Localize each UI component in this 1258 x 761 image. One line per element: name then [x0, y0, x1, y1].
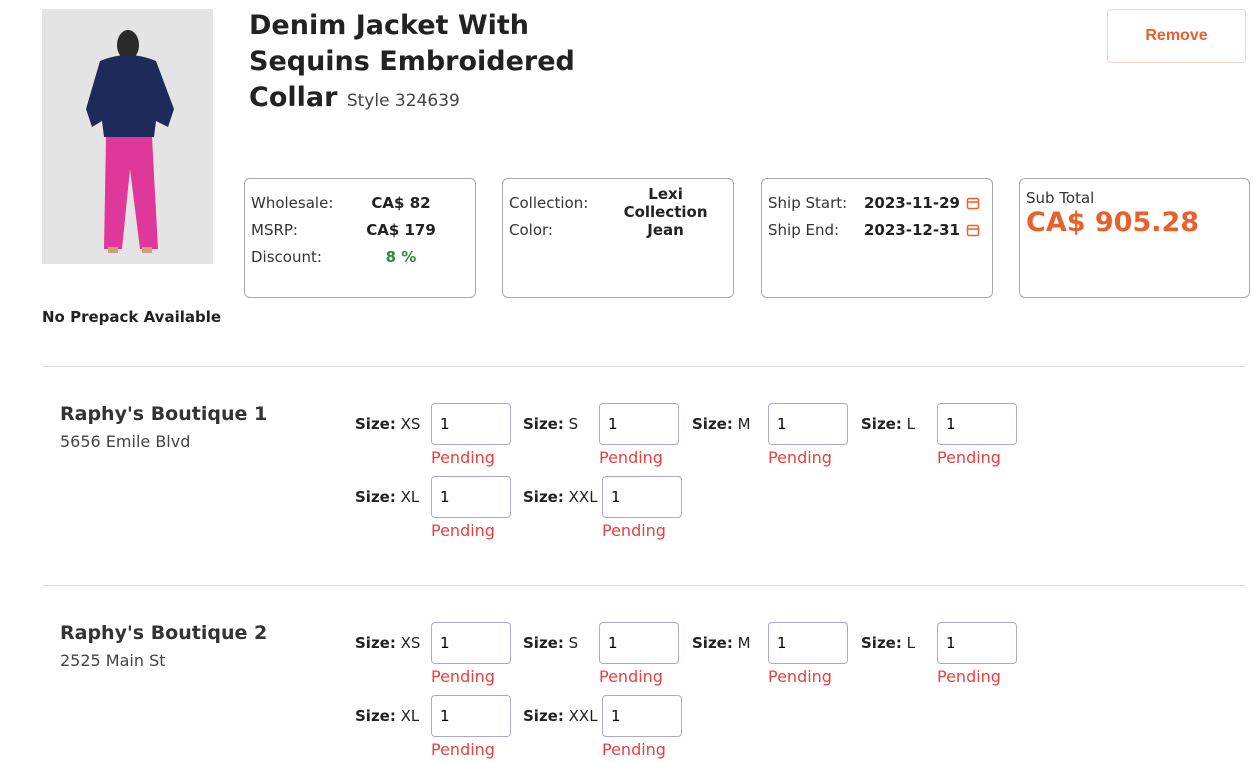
size-prefix: Size: — [523, 707, 564, 725]
value: Jean — [647, 220, 684, 239]
store-name: Raphy's Boutique 1 — [60, 403, 268, 425]
label: Collection: — [509, 193, 589, 212]
quantity-input[interactable] — [431, 695, 511, 737]
value: 8 % — [385, 247, 417, 266]
status: Pending — [602, 521, 666, 540]
label: Ship End: — [768, 220, 840, 239]
size-label: Size: L — [861, 415, 915, 433]
value: CA$ 179 — [366, 220, 436, 239]
product-title: Denim Jacket With Sequins Embroidered Co… — [249, 10, 575, 113]
calendar-icon[interactable] — [966, 196, 980, 210]
size-name: XS — [400, 634, 421, 652]
status: Pending — [599, 448, 663, 467]
size-prefix: Size: — [355, 415, 396, 433]
subtotal-value: CA$ 905.28 — [1026, 207, 1200, 238]
size-name: XXL — [568, 707, 598, 725]
quantity-input[interactable] — [602, 476, 682, 518]
label: Wholesale: — [251, 193, 334, 212]
value: CA$ 82 — [371, 193, 431, 212]
store-address: 5656 Emile Blvd — [60, 432, 191, 451]
value: Lexi Collection — [623, 184, 708, 221]
size-label: Size: XXL — [523, 707, 598, 725]
quantity-input[interactable] — [599, 622, 679, 664]
size-name: L — [906, 634, 915, 652]
quantity-input[interactable] — [937, 622, 1017, 664]
quantity-input[interactable] — [431, 403, 511, 445]
size-name: L — [906, 415, 915, 433]
size-name: XL — [400, 707, 420, 725]
status: Pending — [431, 667, 495, 686]
size-label: Size: M — [692, 634, 751, 652]
value: 2023-12-31 — [864, 220, 960, 239]
product-title-block: Denim Jacket With Sequins Embroidered Co… — [249, 8, 639, 119]
size-name: XXL — [568, 488, 598, 506]
shipping-box: Ship Start: 2023-11-29 Ship End: 2023-12-3… — [761, 178, 993, 298]
details-box: Collection: Lexi Collection Color: Jean — [502, 178, 734, 298]
size-label: Size: XS — [355, 634, 420, 652]
size-name: M — [737, 415, 751, 433]
style-number: Style 324639 — [346, 91, 460, 111]
size-prefix: Size: — [523, 415, 564, 433]
size-label: Size: S — [523, 415, 578, 433]
subtotal-box: Sub Total CA$ 905.28 — [1019, 178, 1250, 298]
size-prefix: Size: — [692, 634, 733, 652]
subtotal-label: Sub Total — [1026, 189, 1095, 207]
status: Pending — [937, 448, 1001, 467]
status: Pending — [431, 740, 495, 759]
quantity-input[interactable] — [599, 403, 679, 445]
remove-button[interactable]: Remove — [1107, 9, 1246, 63]
quantity-input[interactable] — [768, 622, 848, 664]
quantity-input[interactable] — [768, 403, 848, 445]
pricing-box: Wholesale: CA$ 82 MSRP: CA$ 179 Discount: 8… — [244, 178, 476, 298]
size-name: S — [568, 415, 579, 433]
size-name: XL — [400, 488, 420, 506]
size-prefix: Size: — [523, 634, 564, 652]
status: Pending — [937, 667, 1001, 686]
size-name: S — [568, 634, 579, 652]
status: Pending — [768, 667, 832, 686]
status: Pending — [599, 667, 663, 686]
label: Discount: — [251, 247, 322, 266]
label: Color: — [509, 220, 553, 239]
label: Ship Start: — [768, 193, 848, 212]
status: Pending — [768, 448, 832, 467]
size-label: Size: XL — [355, 707, 419, 725]
calendar-icon[interactable] — [966, 223, 980, 237]
store-address: 2525 Main St — [60, 651, 166, 670]
size-prefix: Size: — [355, 707, 396, 725]
store-name: Raphy's Boutique 2 — [60, 622, 268, 644]
size-prefix: Size: — [355, 488, 396, 506]
value: 2023-11-29 — [864, 193, 960, 212]
status: Pending — [431, 448, 495, 467]
quantity-input[interactable] — [431, 476, 511, 518]
product-image — [42, 9, 213, 264]
size-prefix: Size: — [861, 634, 902, 652]
size-name: M — [737, 634, 751, 652]
size-label: Size: XL — [355, 488, 419, 506]
size-label: Size: M — [692, 415, 751, 433]
status: Pending — [602, 740, 666, 759]
size-prefix: Size: — [523, 488, 564, 506]
separator — [42, 585, 1246, 586]
status: Pending — [431, 521, 495, 540]
quantity-input[interactable] — [431, 622, 511, 664]
size-prefix: Size: — [861, 415, 902, 433]
separator — [42, 366, 1246, 367]
size-label: Size: XS — [355, 415, 420, 433]
size-label: Size: S — [523, 634, 578, 652]
quantity-input[interactable] — [937, 403, 1017, 445]
size-label: Size: L — [861, 634, 915, 652]
size-prefix: Size: — [692, 415, 733, 433]
size-label: Size: XXL — [523, 488, 598, 506]
size-name: XS — [400, 415, 421, 433]
quantity-input[interactable] — [602, 695, 682, 737]
size-prefix: Size: — [355, 634, 396, 652]
prepack-note: No Prepack Available — [42, 308, 222, 326]
label: MSRP: — [251, 220, 298, 239]
